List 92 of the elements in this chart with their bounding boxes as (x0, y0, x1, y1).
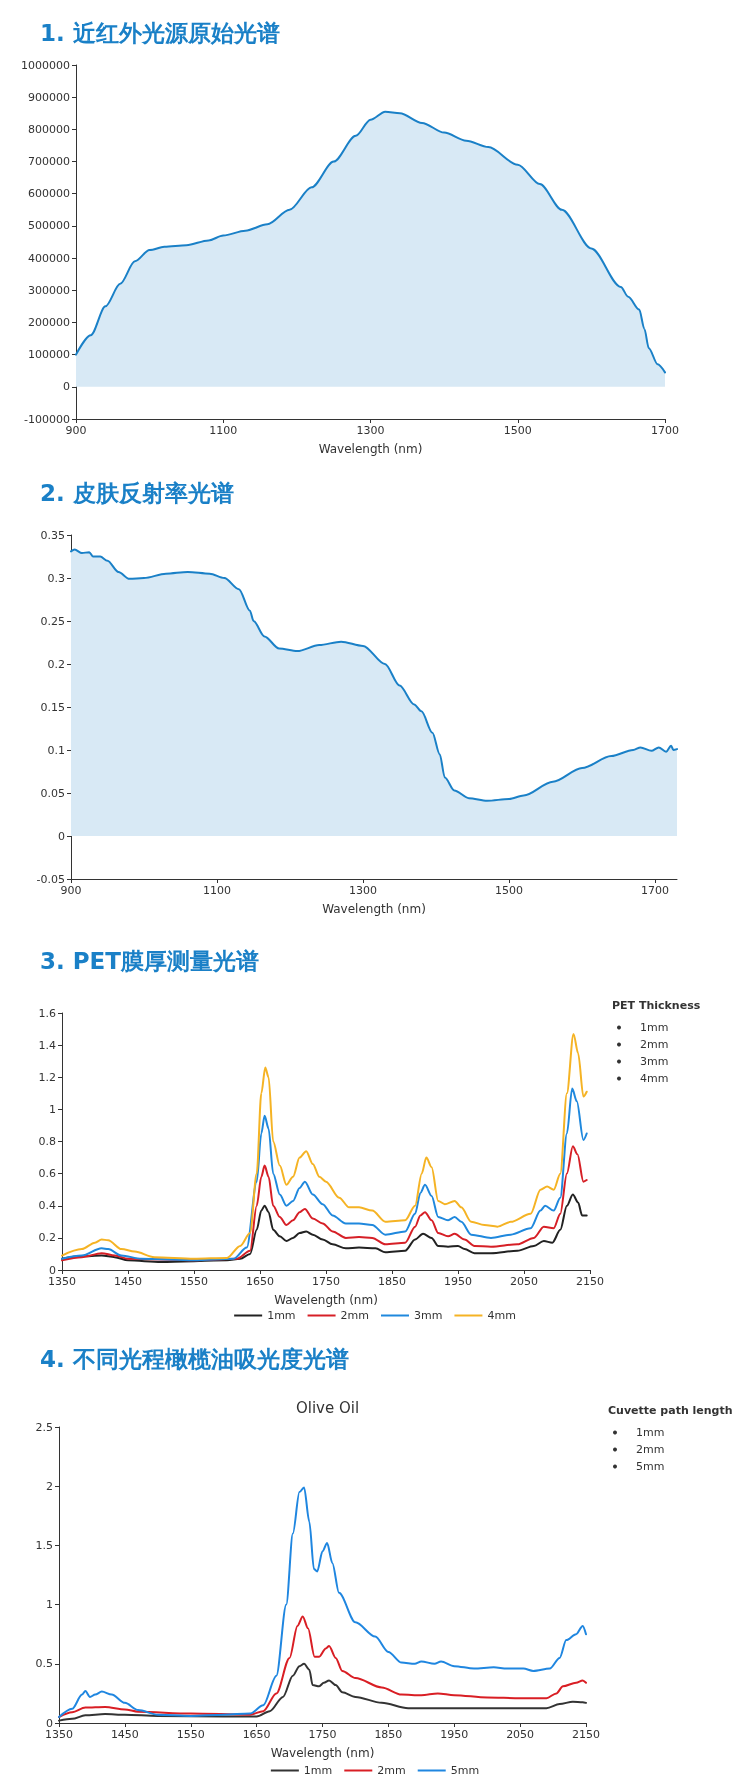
x-tick-label: 1950 (440, 1728, 469, 1741)
y-tick-label: 0.25 (40, 614, 65, 628)
y-tick-label: 1 (49, 1102, 56, 1116)
x-tick-label: 900 (60, 884, 82, 897)
x-tick-label: 2050 (510, 1275, 538, 1288)
legend-label: 5mm (450, 1764, 480, 1777)
y-tick-label: 2 (46, 1479, 53, 1493)
legend-label: 4mm (487, 1309, 516, 1322)
x-tick-label: 1700 (641, 884, 670, 897)
y-tick-label: 0.15 (40, 700, 65, 714)
y-tick-label: 0.2 (38, 1231, 56, 1245)
x-tick-label: 900 (65, 424, 87, 437)
text: 2mm (636, 1443, 665, 1456)
x-tick-label: 1100 (203, 884, 232, 897)
y-tick-label: 0.6 (38, 1167, 56, 1181)
y-tick-label: 0 (63, 380, 70, 394)
legend-label: 3mm (414, 1309, 443, 1322)
x-tick-label: 1850 (378, 1275, 406, 1288)
y-tick-label: 200000 (28, 315, 70, 329)
y-tick-label: 0.5 (35, 1657, 53, 1671)
y-tick-label: 0.8 (38, 1135, 56, 1148)
y-tick-label: 100000 (28, 348, 70, 362)
x-tick-label: 1650 (246, 1275, 274, 1288)
y-tick-label: 0.2 (47, 657, 65, 671)
x-tick-label: 1950 (444, 1275, 472, 1288)
y-tick-label: 0.1 (47, 743, 65, 757)
chart-title: 4. 不同光程橄榄油吸光度光谱 (40, 1345, 349, 1374)
legend-title: Cuvette path length (608, 1404, 733, 1417)
x-tick-label: 2050 (506, 1728, 535, 1741)
line-series (61, 1032, 588, 1260)
y-tick-label: 300000 (28, 283, 70, 297)
x-axis-title: Wavelength (nm) (322, 902, 426, 916)
legend-title: PET Thickness (612, 999, 701, 1012)
x-tick-label: 1450 (110, 1728, 139, 1741)
text: 3mm (640, 1055, 669, 1068)
text: 2mm (640, 1038, 669, 1051)
line-series (61, 1087, 588, 1262)
y-tick-label: 800000 (28, 122, 70, 136)
x-tick-label: 1100 (209, 424, 238, 437)
y-tick-label: 2.5 (35, 1420, 53, 1434)
x-tick-label: 1700 (651, 424, 679, 437)
text: 1mm (640, 1021, 669, 1034)
y-tick-label: 0.4 (38, 1199, 56, 1213)
x-tick-label: 2150 (572, 1728, 600, 1741)
legend-label: 2mm (377, 1764, 406, 1777)
x-tick-label: 1300 (349, 884, 378, 897)
chart-title: 1. 近红外光源原始光谱 (40, 19, 280, 48)
x-tick-label: 1550 (180, 1275, 208, 1288)
x-tick-label: 1750 (308, 1728, 337, 1741)
chart-title: 2. 皮肤反射率光谱 (40, 479, 234, 508)
text: 5mm (636, 1460, 665, 1473)
x-tick-label: 1350 (48, 1275, 76, 1288)
x-tick-label: 1500 (503, 424, 532, 437)
y-tick-label: 1.2 (38, 1070, 56, 1084)
line-series (61, 1145, 588, 1262)
legend-label: 1mm (303, 1764, 333, 1777)
y-tick-label: 700000 (28, 155, 70, 169)
text: 1mm (636, 1426, 665, 1439)
x-tick-label: 1350 (45, 1728, 73, 1741)
y-tick-label: 0.05 (40, 786, 65, 800)
x-tick-label: 1450 (114, 1275, 142, 1288)
x-tick-label: 2150 (576, 1275, 604, 1288)
x-tick-label: 1300 (356, 424, 385, 437)
y-tick-label: 400000 (28, 251, 70, 265)
legend-label: 2mm (340, 1309, 370, 1322)
x-axis-title: Wavelength (nm) (318, 442, 423, 456)
y-tick-label: 0 (46, 1716, 53, 1730)
y-tick-label: 0 (49, 1263, 56, 1277)
y-tick-label: 1.5 (35, 1538, 53, 1552)
x-axis-title: Wavelength (nm) (270, 1746, 375, 1760)
chart-title: 3. PET膜厚测量光谱 (40, 947, 260, 976)
x-tick-label: 1650 (242, 1728, 271, 1741)
x-tick-label: 1550 (176, 1728, 205, 1741)
legend-label: 1mm (267, 1309, 296, 1322)
y-tick-label: 1.4 (38, 1038, 56, 1052)
y-tick-label: 1 (46, 1598, 53, 1612)
y-tick-label: 900000 (28, 90, 70, 104)
y-tick-label: 1.6 (38, 1006, 56, 1020)
y-tick-label: 0 (58, 829, 65, 843)
y-tick-label: 0.3 (47, 571, 65, 585)
y-tick-label: -100000 (24, 412, 70, 426)
chart-subtitle: Olive Oil (295, 1398, 360, 1417)
x-tick-label: 1500 (495, 884, 524, 897)
x-tick-label: 1850 (374, 1728, 403, 1741)
x-axis-title: Wavelength (nm) (274, 1293, 378, 1307)
text: 4mm (640, 1072, 669, 1085)
x-tick-label: 1750 (312, 1275, 340, 1288)
y-tick-label: 500000 (28, 219, 70, 233)
y-tick-label: -0.05 (36, 872, 65, 886)
y-tick-label: 1000000 (21, 58, 70, 72)
y-tick-label: 600000 (28, 187, 70, 201)
y-tick-label: 0.35 (40, 528, 65, 542)
